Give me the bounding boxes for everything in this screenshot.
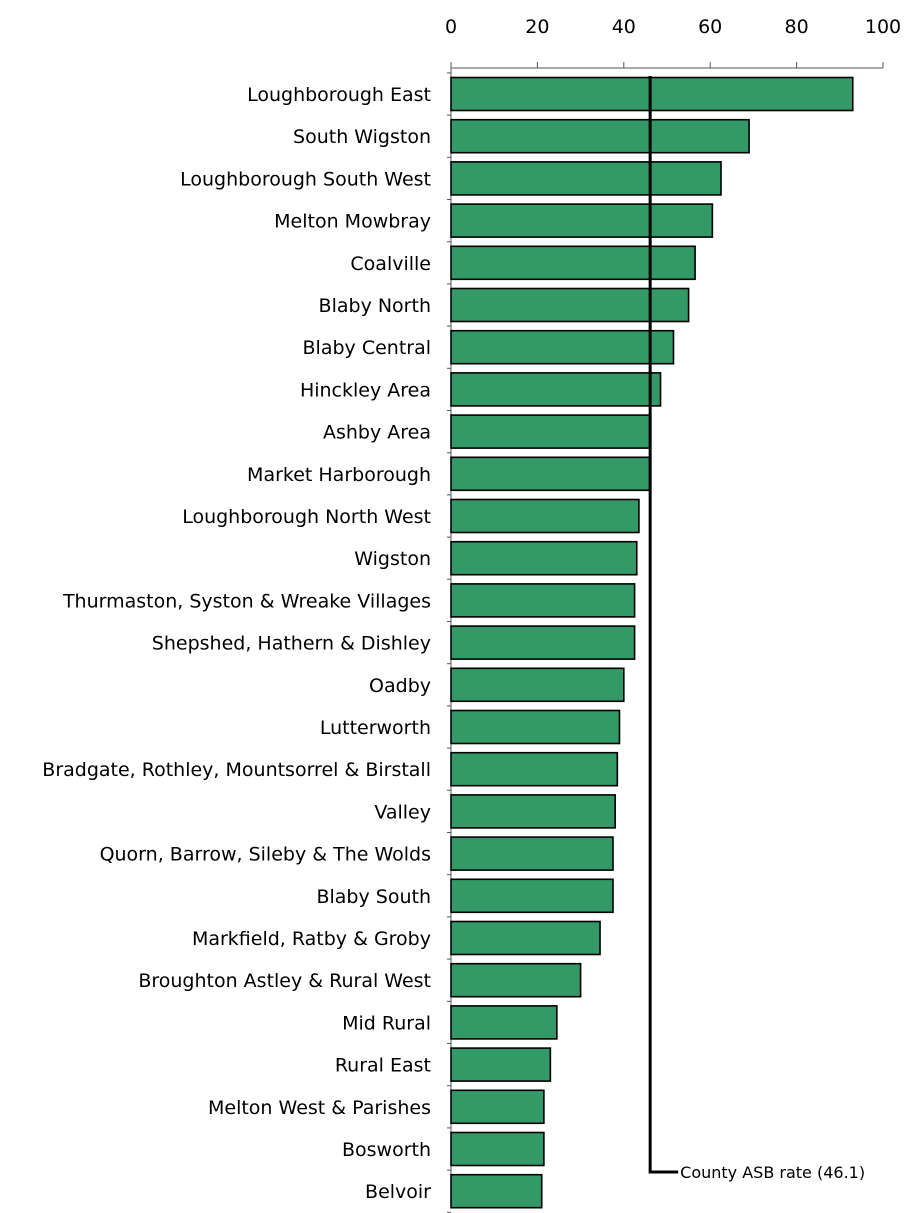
x-tick-label: 0 (445, 16, 457, 38)
bar (450, 76, 854, 112)
bar (450, 667, 625, 703)
x-tick-label: 60 (698, 16, 722, 38)
bar (450, 1047, 552, 1082)
category-label: Hinckley Area (300, 379, 431, 401)
bar (450, 245, 696, 281)
bar (450, 625, 636, 660)
category-label: Belvoir (365, 1181, 431, 1203)
county-rate-label: County ASB rate (46.1) (680, 1163, 865, 1182)
category-label: Loughborough North West (182, 506, 431, 528)
category-label: Wigston (354, 548, 431, 570)
category-labels: Loughborough East South Wigston Loughborou… (42, 84, 431, 1203)
category-label: Valley (374, 801, 431, 823)
bar (450, 540, 638, 576)
category-label: Quorn, Barrow, Sileby & The Wolds (100, 844, 431, 866)
bar (450, 456, 651, 492)
bar (450, 118, 750, 154)
category-label: Broughton Astley & Rural West (138, 970, 431, 992)
bar (450, 962, 582, 998)
category-label: Market Harborough (247, 464, 431, 486)
bars (450, 76, 854, 1209)
category-label: Melton Mowbray (274, 211, 431, 233)
bar (450, 1173, 543, 1209)
bar (450, 709, 621, 745)
category-label: Bosworth (342, 1139, 431, 1161)
category-label: Blaby North (319, 295, 431, 317)
category-label: Loughborough East (247, 84, 431, 106)
bar (450, 583, 636, 618)
category-label: Ashby Area (323, 422, 431, 444)
bar (450, 1131, 545, 1167)
bar (450, 1089, 545, 1125)
bar (450, 498, 640, 534)
category-label: Markfield, Ratby & Groby (192, 928, 431, 950)
category-label: Mid Rural (342, 1012, 431, 1034)
bar (450, 836, 614, 871)
category-label: Blaby South (316, 886, 431, 908)
category-label: Coalville (350, 253, 431, 275)
x-tick-label: 20 (525, 16, 549, 38)
bar (450, 920, 601, 956)
bar (450, 878, 614, 914)
category-label: Thurmaston, Syston & Wreake Villages (62, 590, 431, 612)
county-rate-line (648, 76, 679, 1174)
x-tick-label: 80 (785, 16, 809, 38)
x-tick-label: 40 (612, 16, 636, 38)
category-label: Blaby Central (303, 337, 431, 359)
bar (450, 203, 714, 238)
category-label: South Wigston (293, 126, 431, 148)
category-label: Lutterworth (320, 717, 431, 739)
bar (450, 287, 690, 323)
category-label: Shepshed, Hathern & Dishley (152, 633, 431, 655)
bar (450, 1005, 558, 1040)
category-label: Oadby (369, 675, 431, 697)
bar (450, 794, 616, 829)
bar (450, 372, 662, 407)
bar (450, 329, 675, 365)
bar (450, 751, 619, 787)
category-label: Bradgate, Rothley, Mountsorrel & Birstal… (42, 759, 431, 781)
category-label: Melton West & Parishes (208, 1097, 431, 1119)
x-tick-label: 100 (865, 16, 901, 38)
bar (450, 161, 722, 196)
bar (450, 414, 651, 449)
category-label: Loughborough South West (180, 168, 431, 190)
reference-line-group: County ASB rate (46.1) (648, 76, 865, 1182)
category-label: Rural East (335, 1055, 431, 1077)
